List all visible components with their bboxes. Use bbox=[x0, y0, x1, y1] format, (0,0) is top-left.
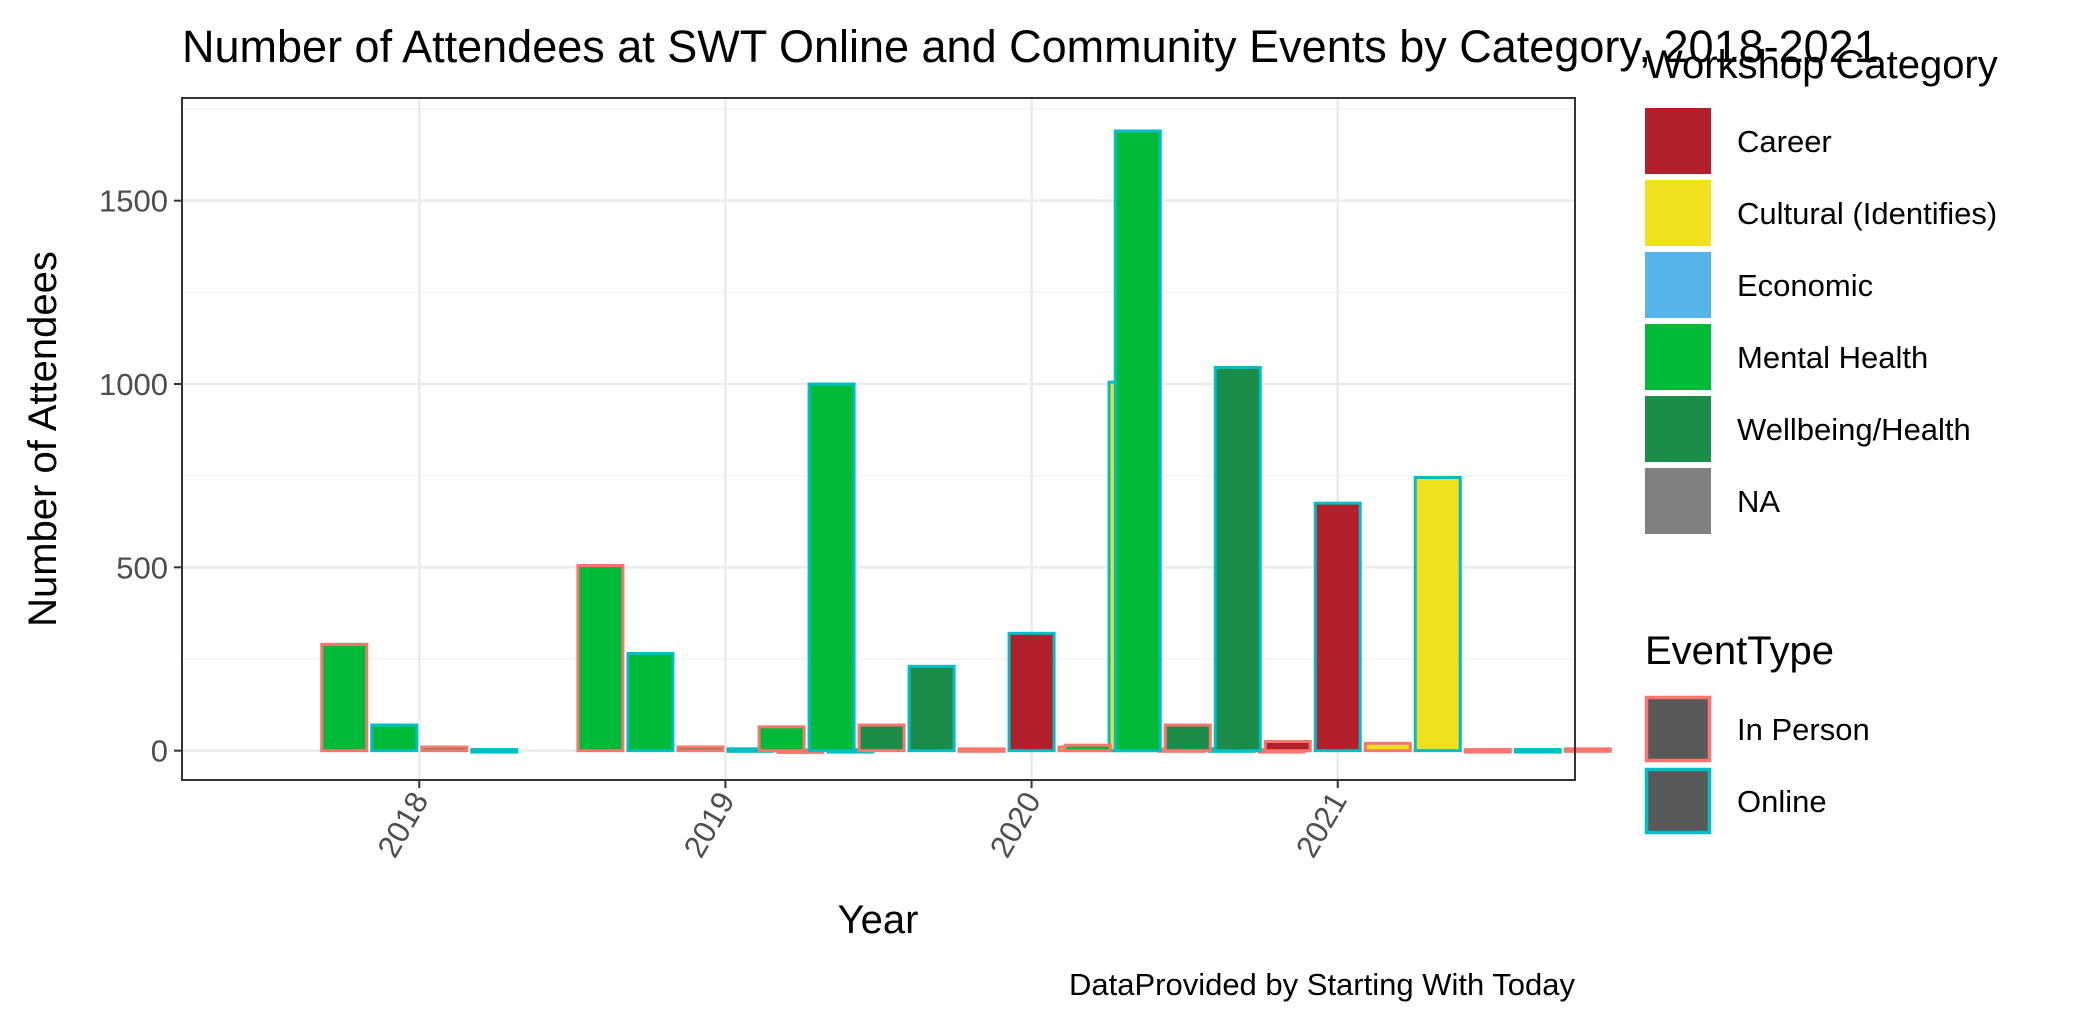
bar bbox=[1063, 743, 1112, 753]
chart-caption: DataProvided by Starting With Today bbox=[1069, 967, 1576, 1002]
fill-legend-key bbox=[1645, 468, 1711, 534]
bar bbox=[1113, 129, 1162, 753]
outline-legend-label: Online bbox=[1737, 784, 1827, 819]
bar bbox=[907, 664, 956, 753]
fill-legend-title: Workshop Category bbox=[1645, 43, 1998, 87]
bar bbox=[320, 642, 369, 753]
bar bbox=[420, 745, 469, 753]
bar bbox=[1213, 366, 1262, 753]
fill-legend-key bbox=[1645, 180, 1711, 246]
bar bbox=[1313, 501, 1362, 753]
bar bbox=[676, 745, 725, 753]
bar bbox=[957, 747, 1006, 753]
outline-legend-title: EventType bbox=[1645, 629, 1834, 673]
bar bbox=[857, 723, 906, 753]
y-tick-label: 1000 bbox=[99, 367, 168, 402]
bar bbox=[1463, 748, 1512, 754]
outline-legend-key bbox=[1644, 695, 1712, 763]
bar bbox=[1163, 723, 1212, 753]
fill-legend-label: Career bbox=[1737, 124, 1832, 159]
bar bbox=[757, 725, 806, 753]
y-tick-label: 500 bbox=[116, 550, 168, 585]
y-tick-label: 1500 bbox=[99, 184, 168, 219]
outline-legend-key bbox=[1644, 767, 1712, 835]
bar bbox=[1563, 747, 1612, 753]
bar bbox=[470, 748, 519, 754]
fill-legend-label: NA bbox=[1737, 484, 1780, 519]
bar bbox=[1413, 476, 1462, 753]
fill-legend-key bbox=[1645, 252, 1711, 318]
fill-legend-label: Economic bbox=[1737, 268, 1873, 303]
bar bbox=[807, 382, 856, 753]
bar bbox=[370, 723, 419, 753]
fill-legend-key bbox=[1645, 108, 1711, 174]
outline-legend-label: In Person bbox=[1737, 712, 1870, 747]
bar bbox=[1513, 748, 1562, 754]
bar bbox=[1363, 741, 1412, 753]
plot-panel bbox=[181, 97, 1612, 781]
fill-legend-label: Cultural (Identifies) bbox=[1737, 196, 1997, 231]
fill-legend-key bbox=[1645, 396, 1711, 462]
x-axis-title: Year bbox=[838, 898, 919, 942]
panel-border bbox=[181, 97, 1576, 781]
fill-legend: Workshop Category Career Cultural (Identi… bbox=[1645, 43, 1998, 534]
bar bbox=[576, 564, 625, 753]
chart-title: Number of Attendees at SWT Online and Co… bbox=[182, 21, 1879, 72]
bar bbox=[1263, 740, 1312, 753]
y-axis-title: Number of Attendees bbox=[21, 251, 65, 627]
y-tick-label: 0 bbox=[151, 734, 168, 769]
outline-legend: EventType In Person Online bbox=[1644, 629, 1870, 835]
bars-layer bbox=[320, 129, 1612, 754]
fill-legend-key bbox=[1645, 324, 1711, 390]
bar bbox=[1007, 631, 1056, 753]
fill-legend-label: Wellbeing/Health bbox=[1737, 412, 1971, 447]
fill-legend-label: Mental Health bbox=[1737, 340, 1928, 375]
bar bbox=[626, 652, 675, 753]
grid-layer bbox=[182, 98, 1575, 780]
